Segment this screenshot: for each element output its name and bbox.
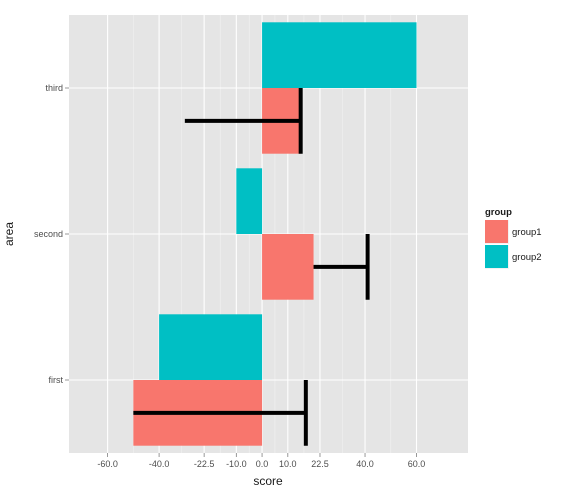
legend-key-group1 [485,220,508,243]
x-tick-label: -22.5 [194,459,215,469]
legend-label: group2 [512,252,542,263]
x-tick-label: 0.0 [256,459,269,469]
error-bar-second [313,234,370,300]
bar-group1-second [262,234,314,300]
error-bar-third [184,88,303,154]
y-tick-label: first [49,375,64,385]
bar-group2-second [236,168,263,234]
y-axis-title: area [2,222,16,246]
x-tick-label: -10.0 [226,459,247,469]
x-tick-label: 60.0 [408,459,426,469]
x-axis: -60.0 -40.0 -22.5 -10.0 0.0 10.0 22.5 40.0 60.0 [97,453,425,469]
bar-group2-third [262,22,417,88]
x-tick-label: 40.0 [356,459,374,469]
legend: group group1 group2 [485,207,542,269]
legend-label: group1 [512,227,542,238]
x-axis-title: score [253,474,283,488]
y-axis: first second third [34,83,69,385]
x-tick-label: 10.0 [279,459,297,469]
legend-title: group [485,207,512,218]
x-tick-label: -60.0 [97,459,118,469]
error-bars [133,88,370,446]
x-tick-label: 22.5 [311,459,329,469]
y-tick-label: second [34,229,63,239]
y-tick-label: third [45,83,63,93]
x-tick-label: -40.0 [149,459,170,469]
error-bar-first [133,380,308,446]
legend-key-group2 [485,245,508,268]
bar-group2-first [159,314,263,380]
